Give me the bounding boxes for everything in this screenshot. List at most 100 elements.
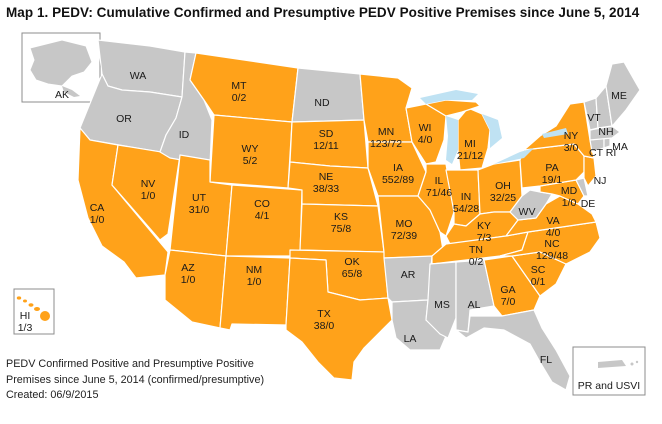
state-value-co: 4/1 xyxy=(255,210,270,222)
ak-label: AK xyxy=(55,89,69,101)
state-value-pa: 19/1 xyxy=(542,174,563,186)
state-value-wy: 5/2 xyxy=(243,155,258,167)
state-label-fl: FL xyxy=(540,354,552,366)
state-value-ky: 7/3 xyxy=(477,232,492,244)
state-label-nh: NH xyxy=(598,126,613,138)
state-label-tx: TX xyxy=(317,308,330,320)
state-value-nv: 1/0 xyxy=(141,190,156,202)
state-value-ga: 7/0 xyxy=(501,296,516,308)
state-nc xyxy=(499,221,601,265)
state-value-ia: 552/89 xyxy=(382,174,414,186)
state-label-ks: KS xyxy=(334,211,348,223)
state-label-ga: GA xyxy=(500,284,515,296)
hi-island xyxy=(16,296,22,300)
state-label-al: AL xyxy=(468,299,481,311)
state-label-wy: WY xyxy=(242,143,259,155)
state-label-md: MD xyxy=(561,185,578,197)
footnote: PEDV Confirmed Positive and Presumptive … xyxy=(6,357,264,404)
state-de xyxy=(575,177,589,197)
state-label-mi: MI xyxy=(464,138,476,150)
state-label-wi: WI xyxy=(419,122,432,134)
state-value-ne: 38/33 xyxy=(313,183,339,195)
state-label-il: IL xyxy=(435,175,444,187)
pr-label: PR and USVI xyxy=(578,380,640,392)
state-label-ky: KY xyxy=(477,220,491,232)
state-label-tn: TN xyxy=(469,244,483,256)
hi-label: HI xyxy=(20,310,31,322)
state-label-ma: MA xyxy=(612,141,628,153)
state-label-de: DE xyxy=(581,198,596,210)
state-value-va: 4/0 xyxy=(546,227,561,239)
state-value-nc: 129/48 xyxy=(536,250,568,262)
state-label-ut: UT xyxy=(192,192,207,204)
state-value-ca: 1/0 xyxy=(90,214,105,226)
state-label-ar: AR xyxy=(401,269,416,281)
state-value-az: 1/0 xyxy=(181,274,196,286)
state-value-md: 1/0 xyxy=(562,197,577,209)
great-lakes xyxy=(420,90,568,164)
hi-value: 1/3 xyxy=(18,322,33,334)
state-mi xyxy=(457,107,491,171)
state-label-ri: RI xyxy=(606,147,617,159)
state-label-oh: OH xyxy=(495,180,511,192)
state-value-tn: 0/2 xyxy=(469,256,484,268)
state-label-ca: CA xyxy=(90,202,105,214)
state-label-nc: NC xyxy=(544,238,560,250)
state-label-nm: NM xyxy=(246,264,262,276)
state-value-oh: 32/25 xyxy=(490,192,516,204)
state-label-ny: NY xyxy=(564,130,579,142)
state-label-va: VA xyxy=(546,215,559,227)
state-label-co: CO xyxy=(254,198,270,210)
state-label-mo: MO xyxy=(396,218,413,230)
state-label-mt: MT xyxy=(231,80,247,92)
state-value-mn: 123/72 xyxy=(370,138,402,150)
state-label-sc: SC xyxy=(531,264,546,276)
state-value-ny: 3/0 xyxy=(564,142,579,154)
state-value-nm: 1/0 xyxy=(247,276,262,288)
state-me xyxy=(605,61,641,127)
state-label-in: IN xyxy=(461,191,472,203)
state-label-mn: MN xyxy=(378,126,394,138)
footnote-line-2: Premises since June 5, 2014 (confirmed/p… xyxy=(6,373,265,386)
footnote-line-3: Created: 06/9/2015 xyxy=(6,389,99,401)
state-label-ok: OK xyxy=(344,256,359,268)
state-label-wa: WA xyxy=(130,70,147,82)
state-value-in: 54/28 xyxy=(453,203,479,215)
state-label-az: AZ xyxy=(181,262,195,274)
state-value-ok: 65/8 xyxy=(342,268,363,280)
state-label-ct: CT xyxy=(589,147,604,159)
state-value-mo: 72/39 xyxy=(391,230,417,242)
alaska-inset: AK xyxy=(21,32,101,103)
state-fl xyxy=(455,309,571,391)
hawaii-inset: HI 1/3 xyxy=(13,288,55,335)
state-label-id: ID xyxy=(179,129,190,141)
state-ca xyxy=(77,127,169,279)
state-value-ks: 75/8 xyxy=(331,223,352,235)
state-label-la: LA xyxy=(404,333,417,345)
state-value-il: 71/46 xyxy=(426,187,452,199)
state-nd xyxy=(291,67,365,123)
state-label-ms: MS xyxy=(434,299,450,311)
states-layer xyxy=(77,39,641,391)
state-label-nj: NJ xyxy=(594,175,607,187)
state-label-nv: NV xyxy=(141,178,156,190)
state-az xyxy=(164,249,227,329)
state-value-sd: 12/11 xyxy=(313,140,339,152)
state-label-me: ME xyxy=(611,90,627,102)
state-label-nd: ND xyxy=(314,97,330,109)
pr-usvi-inset: PR and USVI xyxy=(572,346,646,396)
state-label-pa: PA xyxy=(545,162,558,174)
state-label-wv: WV xyxy=(519,206,536,218)
footnote-line-1: PEDV Confirmed Positive and Presumptive … xyxy=(6,358,254,370)
state-value-mi: 21/12 xyxy=(457,150,483,162)
state-label-or: OR xyxy=(116,113,132,125)
state-value-mt: 0/2 xyxy=(232,92,247,104)
state-label-ne: NE xyxy=(319,171,334,183)
state-value-ut: 31/0 xyxy=(189,204,210,216)
state-label-ia: IA xyxy=(393,162,403,174)
state-label-sd: SD xyxy=(319,128,334,140)
state-label-vt: VT xyxy=(587,112,601,124)
state-value-sc: 0/1 xyxy=(531,276,546,288)
map-title: Map 1. PEDV: Cumulative Confirmed and Pr… xyxy=(6,5,640,20)
